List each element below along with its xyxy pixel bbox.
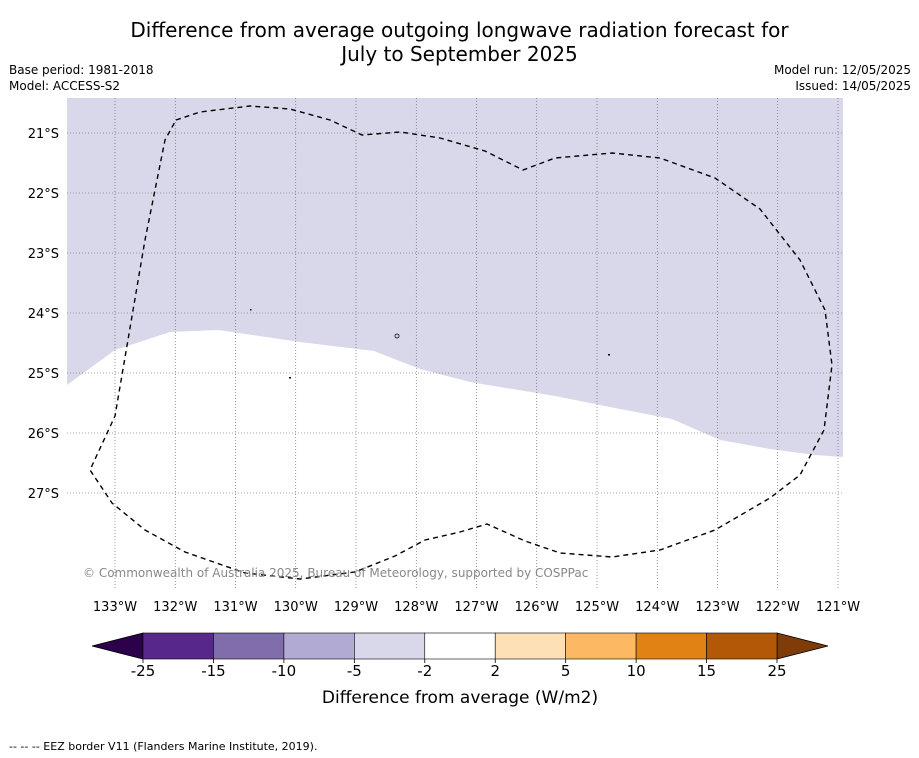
longitude-labels: 133°W 132°W 131°W 130°W 129°W 128°W 127°W 126°W…	[93, 600, 860, 615]
colorbar-tick-label: 10	[627, 662, 646, 680]
latitude-tick-label: 25°S	[28, 367, 59, 382]
longitude-tick-label: 130°W	[274, 600, 318, 615]
island-dot	[394, 333, 400, 339]
longitude-tick-label: 133°W	[93, 600, 137, 615]
colorbar-over-arrow	[776, 632, 829, 660]
latitude-tick-label: 22°S	[28, 187, 59, 202]
coastline-dots	[250, 309, 610, 379]
island-dot	[250, 309, 252, 311]
longitude-tick-label: 123°W	[695, 600, 739, 615]
model-name: Model: ACCESS-S2	[9, 79, 121, 93]
latitude-tick-label: 24°S	[28, 307, 59, 322]
longitude-tick-label: 132°W	[153, 600, 197, 615]
latitude-tick-label: 27°S	[28, 487, 59, 502]
colorbar-segment	[635, 632, 707, 660]
colorbar-tick-label: -2	[417, 662, 432, 680]
longitude-tick-label: 124°W	[635, 600, 679, 615]
island-dot	[289, 377, 291, 379]
colorbar-tick-label: 25	[767, 662, 786, 680]
colorbar-under-arrow	[91, 632, 144, 660]
issued-date: Issued: 14/05/2025	[795, 79, 911, 93]
colorbar-tick-label: -5	[347, 662, 362, 680]
colorbar-tick-label: -25	[131, 662, 156, 680]
colorbar-ticks: -25 -15 -10 -5 -2 2 5 10 15 25	[131, 659, 787, 680]
colorbar-segment	[424, 632, 496, 660]
map-panel: © Commonwealth of Australia 2025, Bureau…	[67, 98, 843, 590]
island-dot	[608, 354, 610, 356]
longitude-tick-label: 122°W	[756, 600, 800, 615]
colorbar-segment	[494, 632, 566, 660]
colorbar-segments	[142, 632, 778, 660]
latitude-tick-label: 26°S	[28, 427, 59, 442]
longitude-tick-label: 121°W	[816, 600, 860, 615]
colorbar-tick-label: -10	[272, 662, 297, 680]
eez-legend-note: -- -- -- EEZ border V11 (Flanders Marine…	[9, 740, 318, 753]
colorbar: -25 -15 -10 -5 -2 2 5 10 15 25 Difference from av…	[91, 632, 829, 708]
colorbar-segment	[283, 632, 355, 660]
colorbar-label: Difference from average (W/m2)	[322, 688, 598, 708]
model-run: Model run: 12/05/2025	[773, 63, 911, 77]
colorbar-segment	[142, 632, 214, 660]
latitude-labels: 21°S 22°S 23°S 24°S 25°S 26°S 27°S	[28, 127, 59, 502]
colorbar-tick-label: -15	[201, 662, 226, 680]
colorbar-segment	[354, 632, 426, 660]
colorbar-tick-label: 15	[697, 662, 716, 680]
colorbar-segment	[706, 632, 778, 660]
base-period: Base period: 1981-2018	[9, 63, 154, 77]
eez-border	[89, 105, 833, 580]
map-title-line2: July to September 2025	[341, 42, 578, 66]
copyright-notice: © Commonwealth of Australia 2025, Bureau…	[83, 566, 588, 580]
longitude-tick-label: 131°W	[213, 600, 257, 615]
meta-right: Model run: 12/05/2025 Issued: 14/05/2025	[774, 62, 911, 94]
colorbar-tick-label: 5	[561, 662, 571, 680]
longitude-tick-label: 127°W	[454, 600, 498, 615]
latitude-tick-label: 23°S	[28, 247, 59, 262]
longitude-tick-label: 128°W	[394, 600, 438, 615]
map-title: Difference from average outgoing longwav…	[0, 18, 919, 66]
olr-anomaly-region-minus5-to-minus2	[67, 98, 843, 457]
longitude-tick-label: 125°W	[575, 600, 619, 615]
colorbar-segment	[565, 632, 637, 660]
graticule	[67, 98, 843, 590]
latitude-tick-label: 21°S	[28, 127, 59, 142]
meta-left: Base period: 1981-2018 Model: ACCESS-S2	[9, 62, 154, 94]
longitude-tick-label: 129°W	[334, 600, 378, 615]
colorbar-segment	[213, 632, 285, 660]
longitude-tick-label: 126°W	[515, 600, 559, 615]
colorbar-tick-label: 2	[490, 662, 500, 680]
map-title-line1: Difference from average outgoing longwav…	[130, 18, 789, 42]
